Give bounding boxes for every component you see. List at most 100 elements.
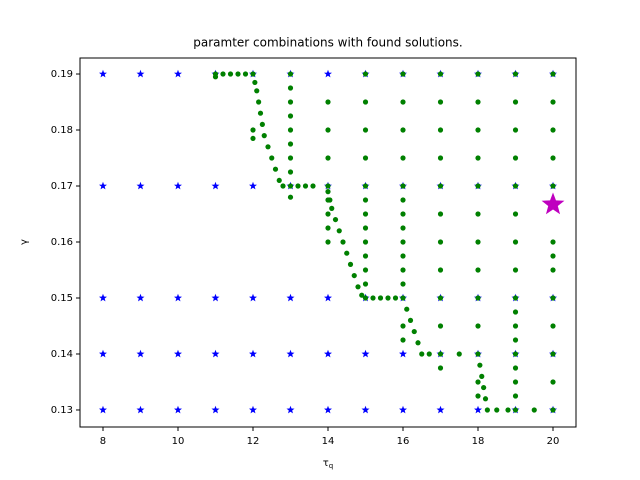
point — [362, 211, 369, 217]
point — [362, 225, 369, 231]
point — [302, 183, 309, 189]
point — [287, 113, 294, 119]
point — [362, 127, 369, 133]
point — [242, 71, 249, 77]
point — [254, 88, 260, 94]
point — [252, 79, 258, 86]
point — [550, 379, 556, 385]
point — [212, 74, 219, 80]
point — [512, 337, 519, 343]
star-point — [286, 349, 295, 358]
star-point — [174, 349, 182, 358]
point — [437, 295, 444, 301]
star-point — [541, 192, 565, 215]
star-point — [324, 293, 332, 302]
point — [265, 144, 271, 150]
point — [437, 365, 444, 371]
point — [362, 183, 369, 189]
star-point — [324, 349, 332, 358]
point — [550, 267, 556, 273]
y-tick-label: 0.14 — [51, 349, 73, 360]
y-axis-label: γ — [19, 239, 30, 245]
point — [512, 211, 519, 217]
point — [512, 267, 519, 273]
point — [325, 127, 331, 133]
point — [550, 127, 556, 133]
point — [325, 197, 331, 203]
star-point — [324, 405, 332, 414]
star-point — [174, 181, 182, 190]
point — [550, 351, 556, 357]
star-point — [174, 405, 182, 414]
x-axis-label: τq — [323, 458, 333, 470]
point — [310, 183, 316, 189]
point — [269, 155, 275, 161]
point — [475, 295, 481, 301]
y-tick-label: 0.17 — [51, 181, 73, 192]
point — [512, 155, 519, 161]
point — [325, 99, 331, 105]
point — [400, 211, 406, 217]
star-point — [249, 293, 257, 302]
point — [332, 216, 339, 223]
point — [370, 295, 376, 301]
point — [400, 225, 406, 231]
star-point — [474, 405, 482, 414]
point — [287, 169, 294, 175]
point — [325, 211, 331, 217]
point — [385, 295, 391, 301]
point — [437, 71, 444, 77]
point — [250, 71, 256, 77]
point — [400, 323, 406, 329]
point — [437, 155, 444, 161]
point — [256, 99, 262, 105]
star-point — [136, 69, 145, 78]
point — [512, 99, 519, 105]
star-point — [286, 293, 295, 302]
star-point — [361, 349, 370, 358]
point — [475, 239, 481, 245]
point — [512, 127, 519, 133]
point — [287, 71, 294, 77]
star-point — [211, 405, 220, 414]
point — [475, 393, 481, 399]
point — [362, 295, 369, 301]
point — [400, 253, 406, 259]
point — [481, 384, 487, 391]
point — [437, 351, 444, 357]
point — [475, 99, 481, 105]
star-point — [136, 405, 145, 414]
point — [550, 155, 556, 161]
point — [475, 379, 481, 385]
point — [392, 295, 399, 301]
star-point — [436, 405, 445, 414]
point — [329, 205, 335, 211]
point — [475, 71, 481, 77]
y-tick-label: 0.16 — [51, 237, 73, 248]
point — [505, 407, 511, 413]
star-point — [136, 293, 145, 302]
point — [400, 71, 406, 77]
point — [512, 71, 519, 77]
point — [512, 379, 519, 385]
point — [325, 183, 331, 189]
star-point — [98, 181, 107, 190]
point — [550, 239, 556, 245]
point — [257, 110, 264, 116]
star-point — [324, 69, 332, 78]
star-point — [211, 349, 220, 358]
point — [550, 71, 556, 77]
point — [250, 135, 256, 142]
point — [484, 407, 490, 413]
point — [250, 127, 256, 133]
x-label-symbol: τ — [323, 458, 329, 469]
point — [482, 396, 489, 402]
point — [400, 183, 406, 189]
star-point — [211, 293, 220, 302]
y-tick-label: 0.18 — [51, 125, 73, 136]
point — [512, 183, 519, 189]
y-tick-label: 0.15 — [51, 293, 73, 304]
point — [407, 317, 414, 323]
point — [512, 351, 519, 357]
point — [287, 141, 294, 147]
